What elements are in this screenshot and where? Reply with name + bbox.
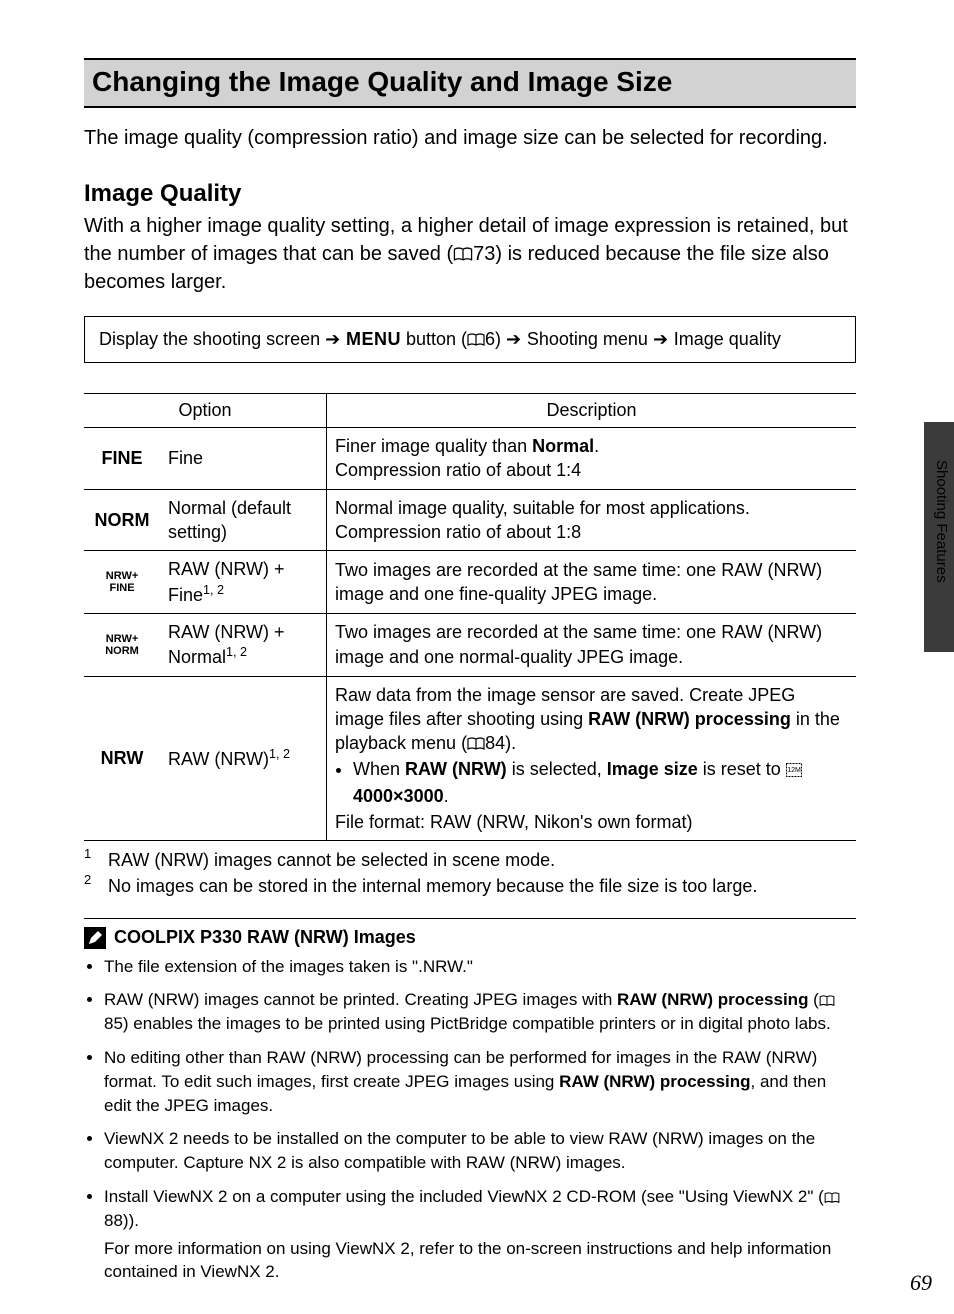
option-icon: NORM bbox=[84, 489, 160, 551]
list-item: Install ViewNX 2 on a computer using the… bbox=[104, 1185, 856, 1284]
table-row: NRW+NORMRAW (NRW) + Normal1, 2Two images… bbox=[84, 613, 856, 676]
list-item: No editing other than RAW (NRW) processi… bbox=[104, 1046, 856, 1117]
nav-text-c: ) bbox=[495, 329, 501, 349]
section-para-ref: 73 bbox=[473, 243, 495, 265]
section-heading: Image Quality bbox=[84, 180, 856, 208]
table-head-option: Option bbox=[84, 394, 327, 428]
option-name: RAW (NRW)1, 2 bbox=[160, 676, 327, 841]
page-title: Changing the Image Quality and Image Siz… bbox=[92, 66, 848, 98]
option-description: Raw data from the image sensor are saved… bbox=[327, 676, 857, 841]
table-row: NRWRAW (NRW)1, 2Raw data from the image … bbox=[84, 676, 856, 841]
option-name: Fine bbox=[160, 428, 327, 490]
nav-text-a: Display the shooting screen bbox=[99, 329, 320, 349]
note-list: The file extension of the images taken i… bbox=[84, 955, 856, 1285]
nav-text-d: Shooting menu bbox=[527, 329, 648, 349]
arrow-icon: ➔ bbox=[653, 329, 674, 350]
note-heading: COOLPIX P330 RAW (NRW) Images bbox=[114, 927, 416, 948]
side-section-label: Shooting Features bbox=[933, 460, 950, 583]
list-item: ViewNX 2 needs to be installed on the co… bbox=[104, 1127, 856, 1175]
nav-text-e: Image quality bbox=[674, 329, 781, 349]
intro-paragraph: The image quality (compression ratio) an… bbox=[84, 124, 856, 152]
arrow-icon: ➔ bbox=[506, 329, 527, 350]
option-name: Normal (default setting) bbox=[160, 489, 327, 551]
table-head-description: Description bbox=[327, 394, 857, 428]
list-item: The file extension of the images taken i… bbox=[104, 955, 856, 979]
option-icon: NRW+NORM bbox=[84, 613, 160, 676]
navigation-box: Display the shooting screen ➔ MENU butto… bbox=[84, 316, 856, 363]
option-icon: NRW+FINE bbox=[84, 551, 160, 614]
option-description: Two images are recorded at the same time… bbox=[327, 613, 857, 676]
footnote: 2No images can be stored in the internal… bbox=[84, 873, 856, 899]
pencil-icon bbox=[84, 927, 106, 949]
svg-text:12M: 12M bbox=[787, 767, 801, 774]
note-heading-row: COOLPIX P330 RAW (NRW) Images bbox=[84, 918, 856, 949]
book-icon bbox=[453, 247, 473, 262]
nav-text-b: button ( bbox=[401, 329, 467, 349]
book-icon bbox=[467, 333, 485, 347]
option-description: Finer image quality than Normal.Compress… bbox=[327, 428, 857, 490]
table-row: NRW+FINERAW (NRW) + Fine1, 2Two images a… bbox=[84, 551, 856, 614]
option-icon: FINE bbox=[84, 428, 160, 490]
option-name: RAW (NRW) + Normal1, 2 bbox=[160, 613, 327, 676]
option-description: Two images are recorded at the same time… bbox=[327, 551, 857, 614]
list-item: RAW (NRW) images cannot be printed. Crea… bbox=[104, 988, 856, 1036]
option-name: RAW (NRW) + Fine1, 2 bbox=[160, 551, 327, 614]
main-heading-box: Changing the Image Quality and Image Siz… bbox=[84, 58, 856, 108]
options-table: Option Description FINEFineFiner image q… bbox=[84, 393, 856, 841]
section-paragraph: With a higher image quality setting, a h… bbox=[84, 212, 856, 296]
option-description: Normal image quality, suitable for most … bbox=[327, 489, 857, 551]
nav-ref: 6 bbox=[485, 329, 495, 349]
table-row: NORMNormal (default setting)Normal image… bbox=[84, 489, 856, 551]
page-number: 69 bbox=[910, 1270, 932, 1296]
option-icon: NRW bbox=[84, 676, 160, 841]
menu-button-label: MENU bbox=[346, 329, 401, 349]
table-row: FINEFineFiner image quality than Normal.… bbox=[84, 428, 856, 490]
arrow-icon: ➔ bbox=[325, 329, 346, 350]
footnote: 1RAW (NRW) images cannot be selected in … bbox=[84, 847, 856, 873]
footnotes: 1RAW (NRW) images cannot be selected in … bbox=[84, 847, 856, 899]
